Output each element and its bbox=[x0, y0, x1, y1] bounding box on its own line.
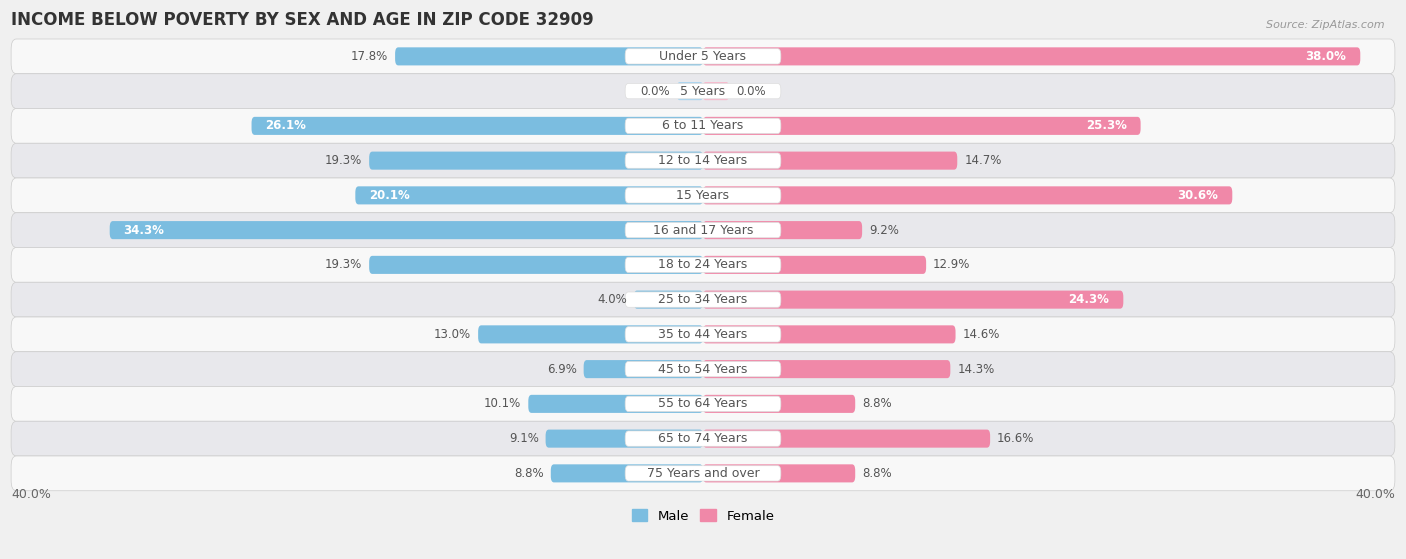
Text: 15 Years: 15 Years bbox=[676, 189, 730, 202]
Text: 5 Years: 5 Years bbox=[681, 84, 725, 98]
FancyBboxPatch shape bbox=[703, 186, 1232, 205]
FancyBboxPatch shape bbox=[11, 456, 1395, 491]
FancyBboxPatch shape bbox=[110, 221, 703, 239]
FancyBboxPatch shape bbox=[634, 291, 703, 309]
FancyBboxPatch shape bbox=[626, 153, 780, 168]
FancyBboxPatch shape bbox=[11, 213, 1395, 248]
FancyBboxPatch shape bbox=[703, 82, 728, 100]
FancyBboxPatch shape bbox=[356, 186, 703, 205]
FancyBboxPatch shape bbox=[11, 108, 1395, 143]
Text: Under 5 Years: Under 5 Years bbox=[659, 50, 747, 63]
Text: 8.8%: 8.8% bbox=[862, 467, 891, 480]
Text: Source: ZipAtlas.com: Source: ZipAtlas.com bbox=[1267, 20, 1385, 30]
Text: 40.0%: 40.0% bbox=[11, 489, 51, 501]
FancyBboxPatch shape bbox=[626, 466, 780, 481]
Text: 9.1%: 9.1% bbox=[509, 432, 538, 445]
FancyBboxPatch shape bbox=[703, 465, 855, 482]
Text: 14.7%: 14.7% bbox=[965, 154, 1001, 167]
FancyBboxPatch shape bbox=[11, 421, 1395, 456]
FancyBboxPatch shape bbox=[370, 151, 703, 170]
Text: 45 to 54 Years: 45 to 54 Years bbox=[658, 363, 748, 376]
Text: 0.0%: 0.0% bbox=[641, 84, 671, 98]
FancyBboxPatch shape bbox=[703, 48, 1360, 65]
FancyBboxPatch shape bbox=[703, 360, 950, 378]
FancyBboxPatch shape bbox=[626, 326, 780, 342]
Text: 40.0%: 40.0% bbox=[1355, 489, 1395, 501]
Text: 8.8%: 8.8% bbox=[515, 467, 544, 480]
FancyBboxPatch shape bbox=[11, 39, 1395, 74]
Text: 12.9%: 12.9% bbox=[934, 258, 970, 271]
FancyBboxPatch shape bbox=[678, 82, 703, 100]
Text: 25.3%: 25.3% bbox=[1085, 120, 1126, 132]
Text: 13.0%: 13.0% bbox=[434, 328, 471, 341]
FancyBboxPatch shape bbox=[626, 119, 780, 134]
FancyBboxPatch shape bbox=[551, 465, 703, 482]
Legend: Male, Female: Male, Female bbox=[626, 504, 780, 528]
Text: 19.3%: 19.3% bbox=[325, 154, 363, 167]
Text: 38.0%: 38.0% bbox=[1306, 50, 1347, 63]
FancyBboxPatch shape bbox=[11, 74, 1395, 108]
FancyBboxPatch shape bbox=[370, 256, 703, 274]
Text: 6.9%: 6.9% bbox=[547, 363, 576, 376]
Text: 17.8%: 17.8% bbox=[352, 50, 388, 63]
Text: 4.0%: 4.0% bbox=[598, 293, 627, 306]
FancyBboxPatch shape bbox=[703, 291, 1123, 309]
FancyBboxPatch shape bbox=[626, 83, 780, 99]
FancyBboxPatch shape bbox=[11, 282, 1395, 317]
FancyBboxPatch shape bbox=[478, 325, 703, 343]
Text: 25 to 34 Years: 25 to 34 Years bbox=[658, 293, 748, 306]
Text: 12 to 14 Years: 12 to 14 Years bbox=[658, 154, 748, 167]
FancyBboxPatch shape bbox=[11, 386, 1395, 421]
FancyBboxPatch shape bbox=[626, 431, 780, 446]
FancyBboxPatch shape bbox=[703, 256, 927, 274]
FancyBboxPatch shape bbox=[11, 248, 1395, 282]
FancyBboxPatch shape bbox=[11, 352, 1395, 386]
FancyBboxPatch shape bbox=[703, 151, 957, 170]
Text: INCOME BELOW POVERTY BY SEX AND AGE IN ZIP CODE 32909: INCOME BELOW POVERTY BY SEX AND AGE IN Z… bbox=[11, 11, 593, 29]
FancyBboxPatch shape bbox=[395, 48, 703, 65]
Text: 8.8%: 8.8% bbox=[862, 397, 891, 410]
Text: 6 to 11 Years: 6 to 11 Years bbox=[662, 120, 744, 132]
Text: 14.6%: 14.6% bbox=[963, 328, 1000, 341]
Text: 19.3%: 19.3% bbox=[325, 258, 363, 271]
FancyBboxPatch shape bbox=[626, 257, 780, 273]
Text: 35 to 44 Years: 35 to 44 Years bbox=[658, 328, 748, 341]
Text: 16 and 17 Years: 16 and 17 Years bbox=[652, 224, 754, 236]
Text: 55 to 64 Years: 55 to 64 Years bbox=[658, 397, 748, 410]
FancyBboxPatch shape bbox=[703, 325, 956, 343]
FancyBboxPatch shape bbox=[703, 117, 1140, 135]
FancyBboxPatch shape bbox=[626, 292, 780, 307]
FancyBboxPatch shape bbox=[626, 188, 780, 203]
FancyBboxPatch shape bbox=[626, 49, 780, 64]
FancyBboxPatch shape bbox=[626, 362, 780, 377]
FancyBboxPatch shape bbox=[583, 360, 703, 378]
Text: 16.6%: 16.6% bbox=[997, 432, 1035, 445]
Text: 26.1%: 26.1% bbox=[266, 120, 307, 132]
Text: 20.1%: 20.1% bbox=[370, 189, 411, 202]
Text: 30.6%: 30.6% bbox=[1178, 189, 1219, 202]
FancyBboxPatch shape bbox=[252, 117, 703, 135]
FancyBboxPatch shape bbox=[546, 429, 703, 448]
Text: 75 Years and over: 75 Years and over bbox=[647, 467, 759, 480]
FancyBboxPatch shape bbox=[703, 395, 855, 413]
Text: 10.1%: 10.1% bbox=[484, 397, 522, 410]
FancyBboxPatch shape bbox=[11, 178, 1395, 213]
Text: 34.3%: 34.3% bbox=[124, 224, 165, 236]
FancyBboxPatch shape bbox=[703, 221, 862, 239]
FancyBboxPatch shape bbox=[11, 317, 1395, 352]
FancyBboxPatch shape bbox=[11, 143, 1395, 178]
FancyBboxPatch shape bbox=[703, 429, 990, 448]
Text: 18 to 24 Years: 18 to 24 Years bbox=[658, 258, 748, 271]
Text: 0.0%: 0.0% bbox=[735, 84, 765, 98]
FancyBboxPatch shape bbox=[626, 222, 780, 238]
Text: 65 to 74 Years: 65 to 74 Years bbox=[658, 432, 748, 445]
Text: 9.2%: 9.2% bbox=[869, 224, 898, 236]
FancyBboxPatch shape bbox=[529, 395, 703, 413]
Text: 14.3%: 14.3% bbox=[957, 363, 994, 376]
Text: 24.3%: 24.3% bbox=[1069, 293, 1109, 306]
FancyBboxPatch shape bbox=[626, 396, 780, 411]
